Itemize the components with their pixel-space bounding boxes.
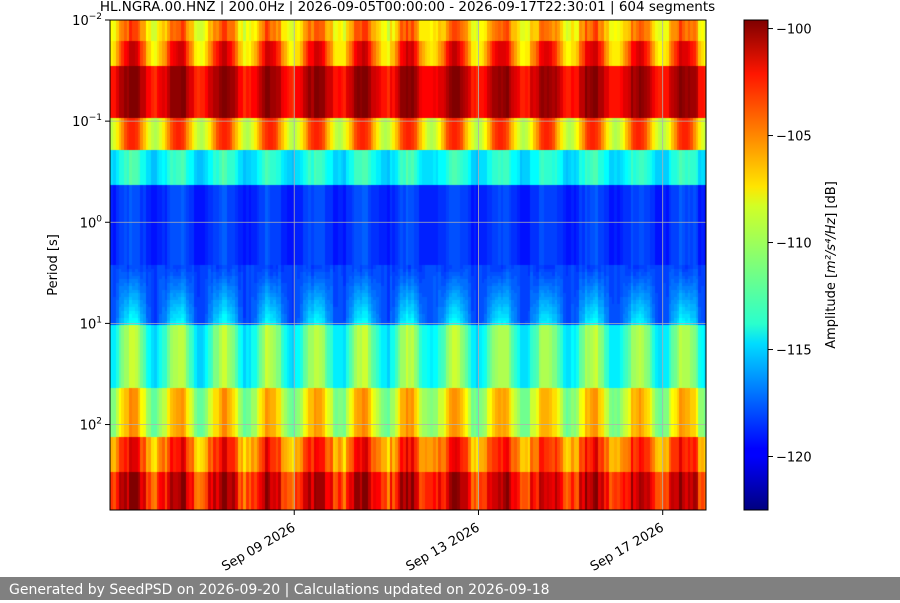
- colorbar-tick-label: −105: [776, 130, 812, 145]
- colorbar-ticks: −100 −105 −110 −115 −120: [768, 23, 812, 466]
- chart-title: HL.NGRA.00.HNZ | 200.0Hz | 2026-09-05T00…: [99, 0, 716, 15]
- y-tick-label: 101: [80, 315, 102, 332]
- x-tick-label: Sep 17 2026: [588, 520, 667, 574]
- colorbar-tick-label: −120: [776, 451, 812, 466]
- colorbar-tick-label: −100: [776, 23, 812, 38]
- y-tick-label: 102: [80, 417, 102, 434]
- y-tick-label: 10−1: [72, 113, 102, 130]
- colorbar-tick-label: −115: [776, 344, 812, 359]
- x-tick-label: Sep 13 2026: [404, 520, 483, 574]
- colorbar-label: Amplitude [m²/s⁴/Hz] [dB]: [824, 181, 839, 349]
- x-axis: Sep 09 2026 Sep 13 2026 Sep 17 2026: [219, 510, 667, 575]
- colorbar-tick-label: −110: [776, 237, 812, 252]
- plot-frame: [109, 19, 707, 511]
- colorbar-gradient: [743, 19, 769, 511]
- spectrogram-chart: 10−2 10−1 100 101 102 Sep 09 2026 Sep 13 2026…: [46, 12, 839, 575]
- y-axis: 10−2 10−1 100 101 102: [72, 12, 110, 434]
- colorbar: −100 −105 −110 −115 −120 Amplitude [m²/s⁴/Hz…: [743, 19, 839, 511]
- y-tick-label: 10−2: [72, 12, 102, 29]
- y-tick-label: 100: [80, 214, 103, 231]
- y-axis-label: Period [s]: [46, 234, 61, 296]
- spectrogram-image: [110, 20, 706, 510]
- footer-bar: Generated by SeedPSD on 2026-09-20 | Cal…: [0, 577, 900, 600]
- spectrogram-heatmap: [110, 20, 706, 510]
- x-tick-label: Sep 09 2026: [219, 520, 298, 574]
